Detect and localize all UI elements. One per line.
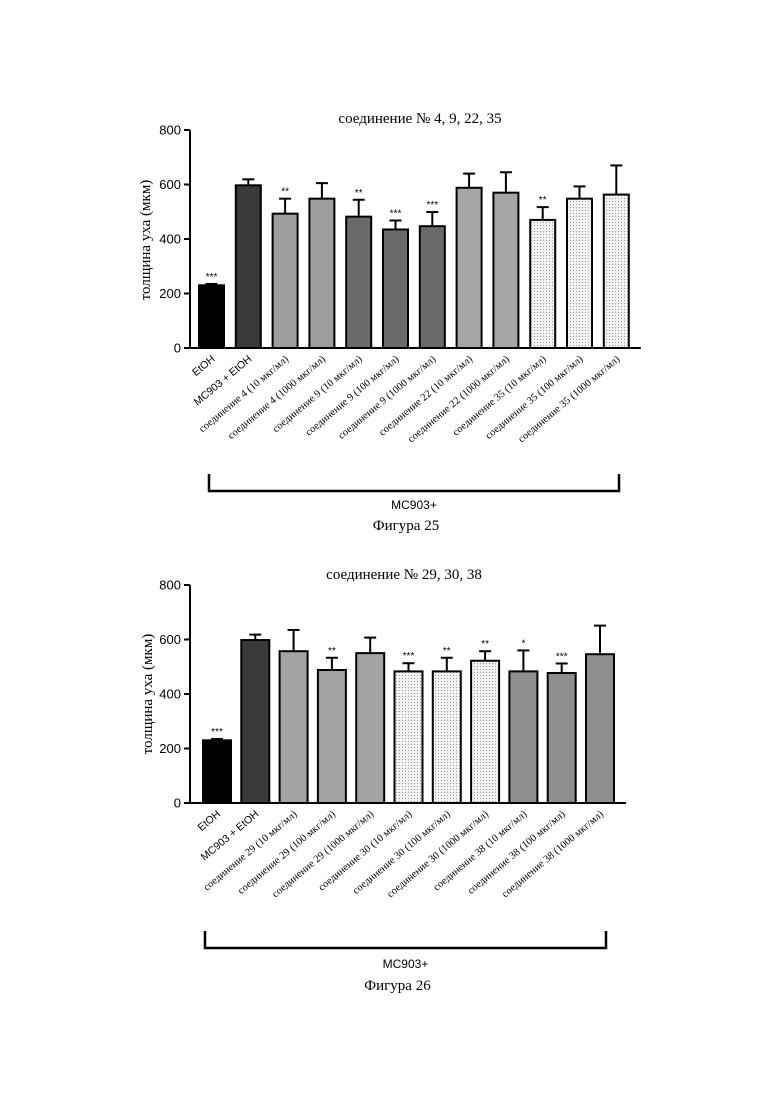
chart-panel-1: соединение № 4, 9, 22, 35 толщина уха (мк…: [138, 111, 641, 534]
y-tick-label: 400: [159, 232, 181, 247]
bar: [457, 188, 482, 348]
bar: [493, 193, 518, 348]
bar: [530, 220, 555, 348]
chart-panel-2: соединение № 29, 30, 38 толщина уха (мкм)…: [140, 567, 626, 994]
y-tick-label: 200: [159, 741, 181, 756]
bar: [241, 640, 269, 803]
bar: [346, 217, 371, 348]
significance-label: **: [355, 188, 363, 199]
bar: [509, 671, 537, 803]
significance-label: ***: [211, 727, 223, 738]
group-bracket: [205, 931, 606, 948]
group-label: MC903+: [383, 957, 429, 971]
significance-label: **: [481, 639, 489, 650]
bar: [236, 185, 261, 348]
chart-title: соединение № 4, 9, 22, 35: [338, 111, 501, 127]
y-axis-label: толщина уха (мкм): [140, 634, 156, 755]
bar: [356, 653, 384, 803]
significance-label: ***: [390, 208, 402, 219]
significance-label: ***: [556, 651, 568, 662]
bar: [586, 654, 614, 803]
y-tick-label: 800: [159, 123, 181, 138]
bar: [318, 670, 346, 803]
significance-label: ***: [403, 651, 415, 662]
y-axis-label: толщина уха (мкм): [138, 180, 154, 301]
bar: [199, 285, 224, 348]
figure-caption: Фигура 25: [373, 518, 439, 534]
bar: [395, 671, 423, 803]
bar: [273, 214, 298, 348]
x-tick-label: EtOH: [190, 353, 217, 379]
bar: [203, 740, 231, 803]
y-tick-label: 800: [159, 578, 181, 593]
bar: [471, 661, 499, 803]
bar: [383, 229, 408, 348]
y-tick-label: 200: [159, 286, 181, 301]
y-tick-label: 600: [159, 632, 181, 647]
bar: [604, 195, 629, 348]
bar: [433, 671, 461, 803]
y-tick-label: 0: [174, 796, 181, 811]
significance-label: *: [521, 638, 525, 649]
bar: [309, 199, 334, 348]
significance-label: ***: [206, 272, 218, 283]
group-bracket: [209, 474, 619, 491]
bar: [280, 651, 308, 803]
significance-label: **: [281, 187, 289, 198]
y-tick-label: 400: [159, 687, 181, 702]
chart-title: соединение № 29, 30, 38: [326, 567, 482, 583]
y-tick-label: 0: [174, 341, 181, 356]
significance-label: **: [443, 646, 451, 657]
bar: [548, 673, 576, 803]
group-label: MC903+: [391, 498, 437, 512]
significance-label: ***: [426, 200, 438, 211]
figure-caption: Фигура 26: [364, 978, 431, 994]
bar: [567, 199, 592, 348]
figure-canvas: соединение № 4, 9, 22, 35 толщина уха (мк…: [0, 0, 780, 1103]
bar: [420, 226, 445, 348]
significance-label: **: [539, 195, 547, 206]
x-tick-label: EtOH: [196, 808, 223, 834]
y-tick-label: 600: [159, 177, 181, 192]
significance-label: **: [328, 646, 336, 657]
